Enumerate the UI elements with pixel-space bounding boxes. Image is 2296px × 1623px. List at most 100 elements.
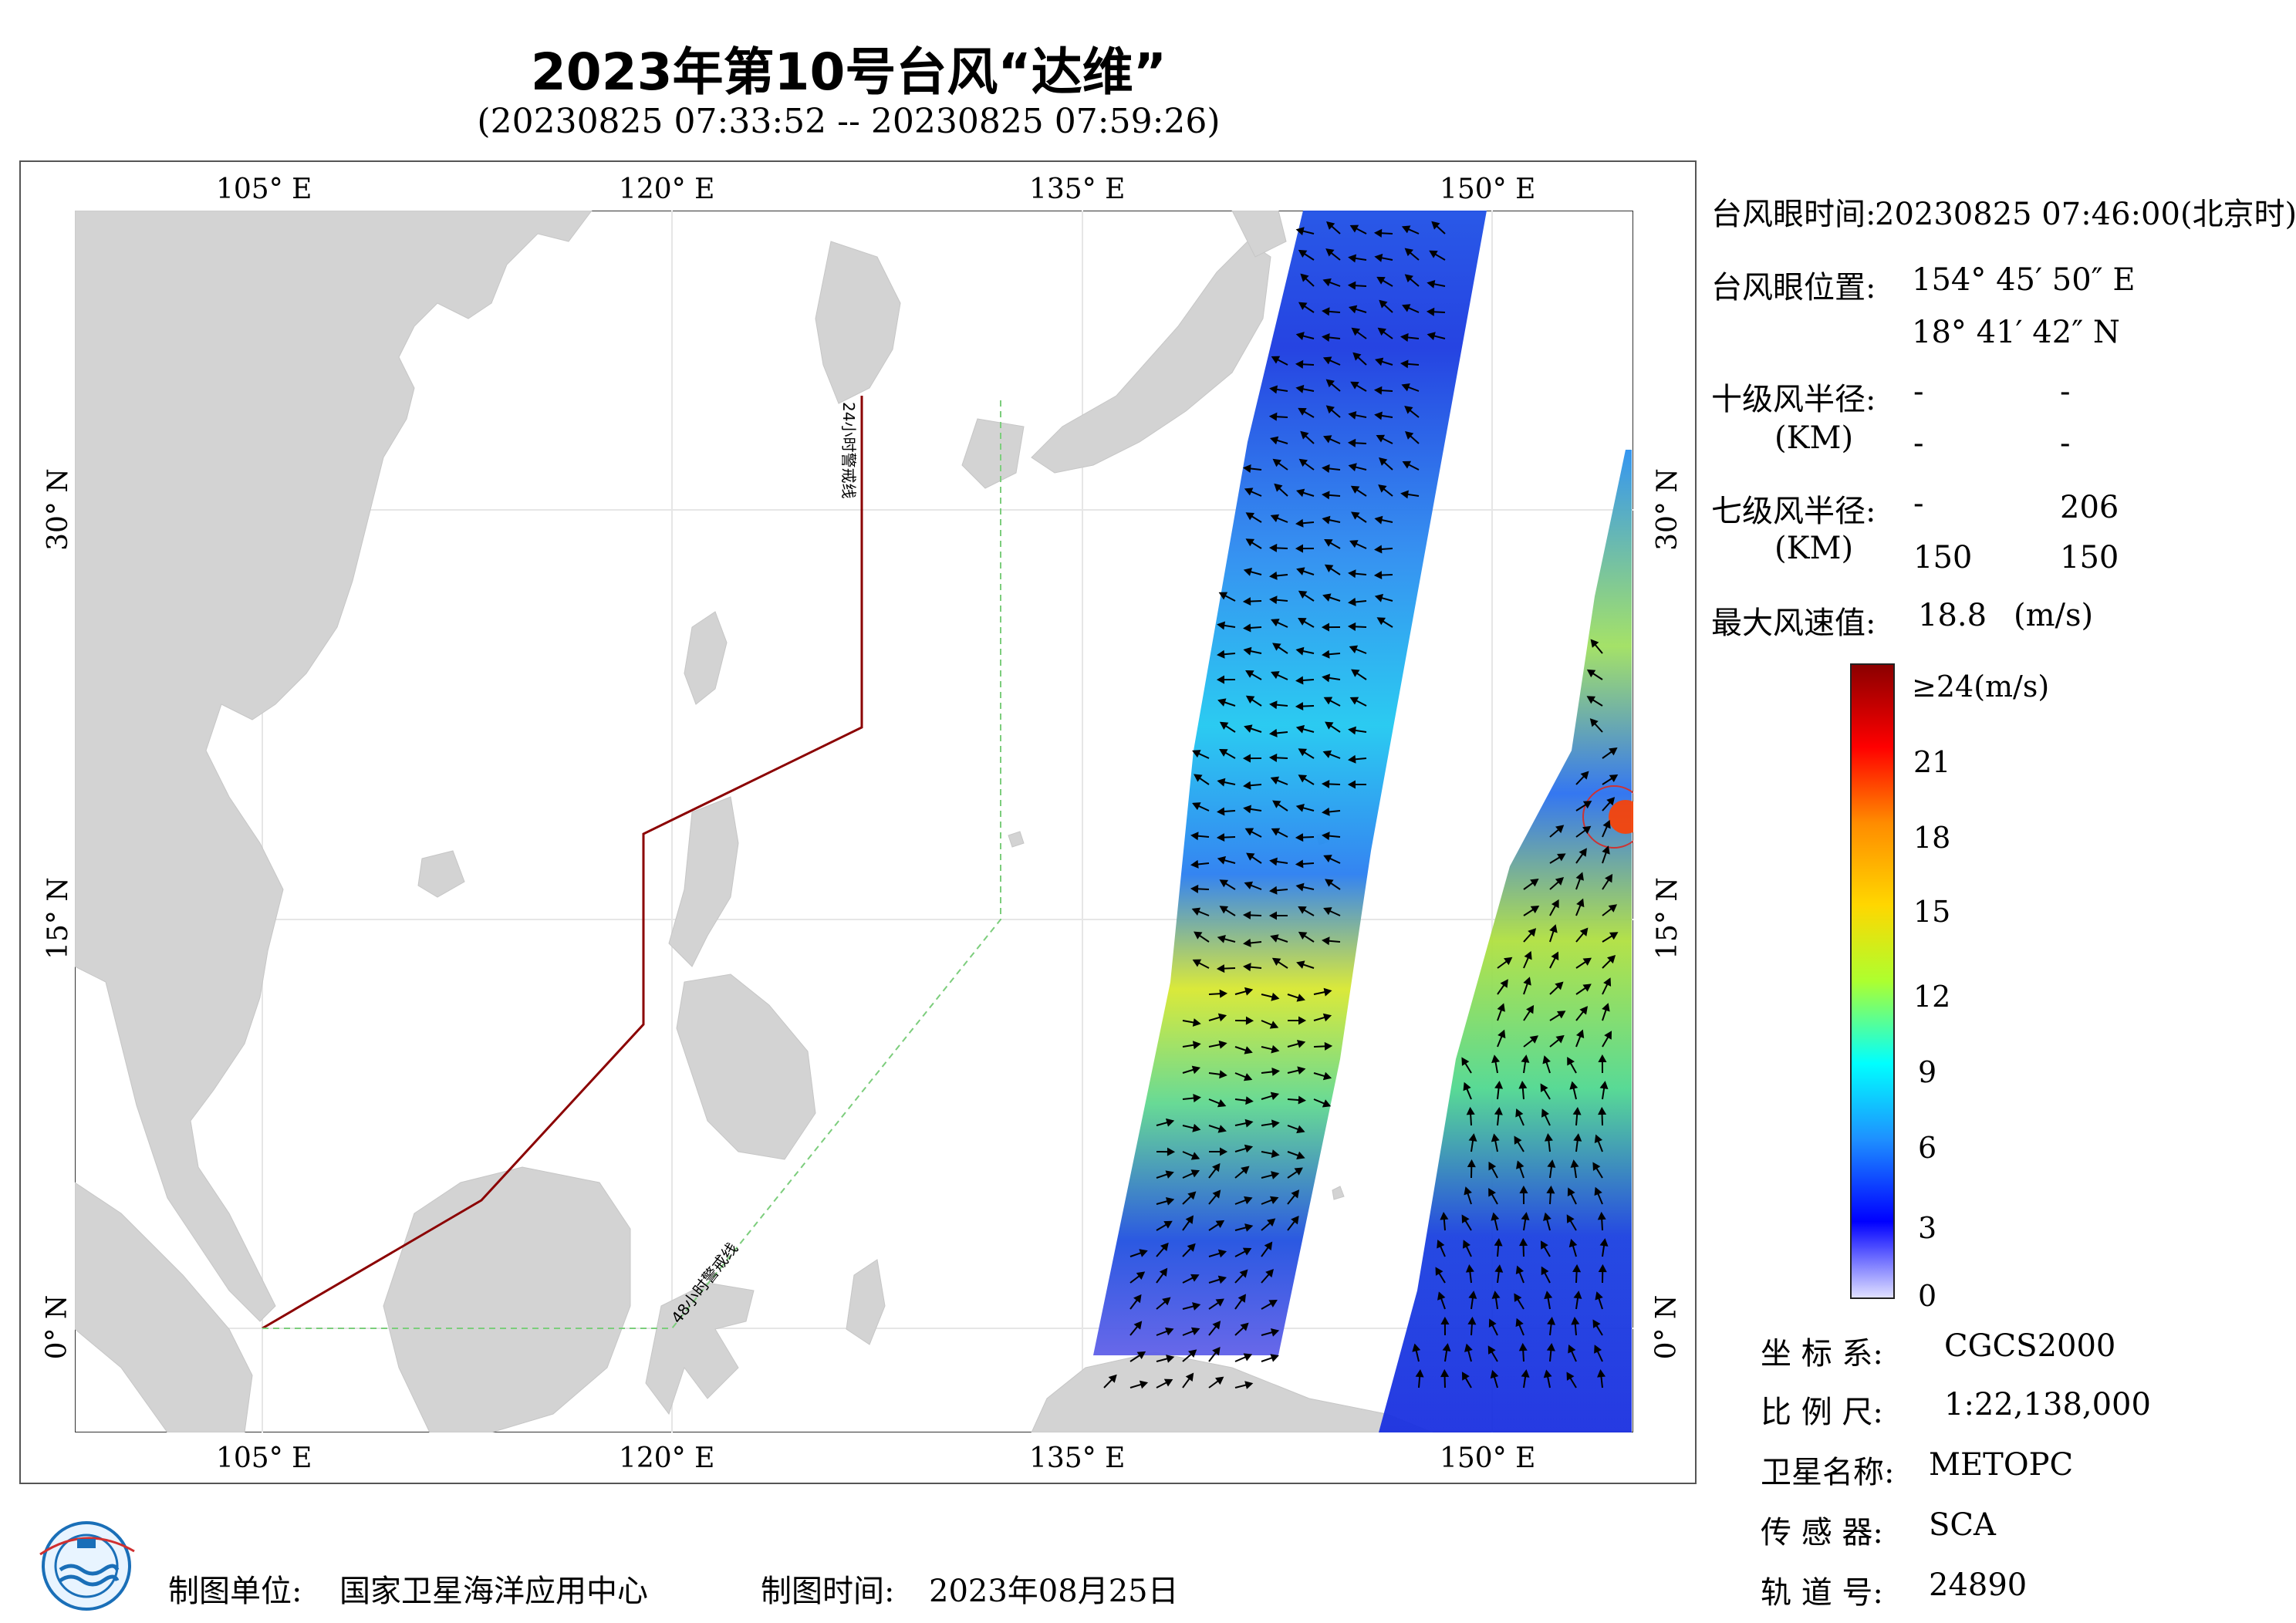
wind-vector-head-3 <box>1373 228 1383 238</box>
wind-vector-head-41 <box>1401 383 1410 392</box>
wind-vector-head-366 <box>1595 1291 1603 1301</box>
wind-vector-head-212 <box>1244 987 1254 996</box>
wind-vector-head-264 <box>1540 1083 1548 1092</box>
wind-vector-head-145 <box>1192 802 1201 811</box>
wind-vector-head-306 <box>1244 1196 1253 1205</box>
wind-vector-head-52 <box>1376 434 1386 443</box>
wind-vector-head-71 <box>1322 515 1331 525</box>
wind-vector-head-322 <box>1461 1214 1470 1223</box>
lon-tick-bottom-150: 150° E <box>1440 1442 1536 1474</box>
wind-vector-head-84 <box>1348 569 1356 579</box>
wind-vector-head-48 <box>1269 436 1279 445</box>
wind-vector-head-98 <box>1347 622 1356 631</box>
wind-vector-head-130 <box>1242 754 1251 763</box>
wind-vector-head-197 <box>1528 928 1537 937</box>
wind-vector-head-365 <box>1573 1291 1582 1299</box>
map-plot-area[interactable]: 24小时警戒线 48小时警戒线 <box>75 211 1633 1432</box>
wind-vector-head-142 <box>1347 780 1356 789</box>
wind-vector-head-335 <box>1462 1240 1470 1249</box>
wind-vector-head-308 <box>1291 1189 1300 1199</box>
borneo <box>383 1166 631 1432</box>
sumatra <box>75 1182 253 1432</box>
wind-vector-head-263 <box>1518 1081 1528 1089</box>
wind-vector-head-185 <box>1298 906 1307 914</box>
wind-vector-head-44 <box>1325 405 1335 414</box>
wind-vector-head-90 <box>1322 593 1332 602</box>
wind-vector-head-404 <box>1521 1369 1530 1378</box>
wind-vector-head-110 <box>1295 676 1304 685</box>
wind-vector-head-343 <box>1190 1274 1200 1282</box>
wind-vector-head-198 <box>1549 924 1558 933</box>
wind-vector-head-172 <box>1219 879 1229 888</box>
wind-vector-head-297 <box>1467 1159 1476 1168</box>
japan-hokkaido <box>1231 211 1287 258</box>
wind-vector-head-56 <box>1298 458 1308 467</box>
wind-vector-head-120 <box>1586 696 1596 704</box>
wind-vector-head-155 <box>1244 828 1254 836</box>
wind-vector-head-151 <box>1582 801 1592 809</box>
wind-vector-head-188 <box>1551 899 1559 909</box>
wind-vector-head-158 <box>1322 832 1330 841</box>
wind-vector-head-234 <box>1244 1046 1253 1054</box>
wind-vector-head-128 <box>1192 750 1201 758</box>
wind-vector-head-157 <box>1295 833 1304 842</box>
wind-vector-head-252 <box>1542 1055 1551 1065</box>
wind-vector-head-363 <box>1514 1293 1522 1302</box>
lat-tick-right-15: 15° N <box>1651 877 1683 960</box>
wind-vector-head-24 <box>1295 332 1305 340</box>
wind-vector-head-341 <box>1136 1271 1146 1280</box>
colorbar-label-12: 12 <box>1913 980 1951 1014</box>
wind-vector-head-259 <box>1298 1095 1306 1105</box>
wind-vector-head-133 <box>1322 750 1332 758</box>
wind-vector-head-59 <box>1379 457 1388 466</box>
wind-vector-head-285 <box>1468 1133 1477 1142</box>
wind-vector-head-175 <box>1295 882 1305 892</box>
colorbar-label-6: 6 <box>1918 1131 1937 1165</box>
wind-vector-head-40 <box>1373 386 1383 395</box>
wind-vector-head-46 <box>1374 411 1383 420</box>
wind-vector-head-301 <box>1570 1159 1579 1168</box>
wind-vector-head-17 <box>1427 279 1436 288</box>
wind-vector-head-100 <box>1217 650 1225 659</box>
wind-vector-head-248 <box>1322 1071 1332 1081</box>
wind-vector-head-131 <box>1268 753 1278 762</box>
wind-vector-head-380 <box>1136 1351 1146 1359</box>
date-value: 2023年08月25日 <box>929 1574 1179 1609</box>
wind-vector-head-168 <box>1557 853 1566 862</box>
wind-vector-head-405 <box>1543 1369 1552 1378</box>
wind-vector-head-353 <box>1598 1264 1607 1273</box>
wind-vector-head-276 <box>1541 1108 1549 1118</box>
wind-vector-head-397 <box>1185 1372 1194 1382</box>
wind-vector-head-116 <box>1269 700 1278 710</box>
wind-vector-head-177 <box>1530 878 1539 887</box>
max-wind-value: 18.8 <box>1918 598 1987 633</box>
wind-vector-head-369 <box>1190 1327 1200 1336</box>
wind-vector-head-394 <box>1108 1374 1117 1383</box>
wind-vector-head-121 <box>1219 721 1229 730</box>
wind-vector-head-316 <box>1185 1215 1194 1224</box>
wind-vector-head-275 <box>1515 1108 1524 1118</box>
wind-vector-head-171 <box>1190 884 1199 893</box>
wind-vector-head-347 <box>1435 1267 1443 1276</box>
wind-vector-head-195 <box>1298 931 1308 940</box>
colorbar-label-21: 21 <box>1913 745 1951 779</box>
wind-vector-head-165 <box>1269 857 1278 866</box>
wind-vector-head-271 <box>1271 1119 1280 1129</box>
wind-vector-head-231 <box>1602 1003 1610 1012</box>
wind-vector-head-74 <box>1245 538 1255 547</box>
wind-vector-head-95 <box>1271 619 1280 627</box>
lat-tick-right-30: 30° N <box>1651 468 1683 551</box>
colorbar-label-18: 18 <box>1913 821 1951 855</box>
wind-vector-head-251 <box>1521 1054 1530 1063</box>
wind-vector-head-81 <box>1269 571 1278 580</box>
wind-vector-head-141 <box>1321 779 1330 788</box>
wind-vector-head-406 <box>1566 1372 1575 1381</box>
wind-vector-head-388 <box>1464 1343 1473 1352</box>
r7-value-3: 150 <box>1913 540 1973 575</box>
wind-vector-head-183 <box>1242 910 1251 919</box>
wind-vector-head-194 <box>1270 934 1279 943</box>
wind-vector-head-180 <box>1605 873 1613 883</box>
wind-vector-head-241 <box>1575 1029 1585 1039</box>
wind-vector-head-229 <box>1556 1011 1566 1019</box>
wind-vector-head-336 <box>1494 1238 1503 1247</box>
